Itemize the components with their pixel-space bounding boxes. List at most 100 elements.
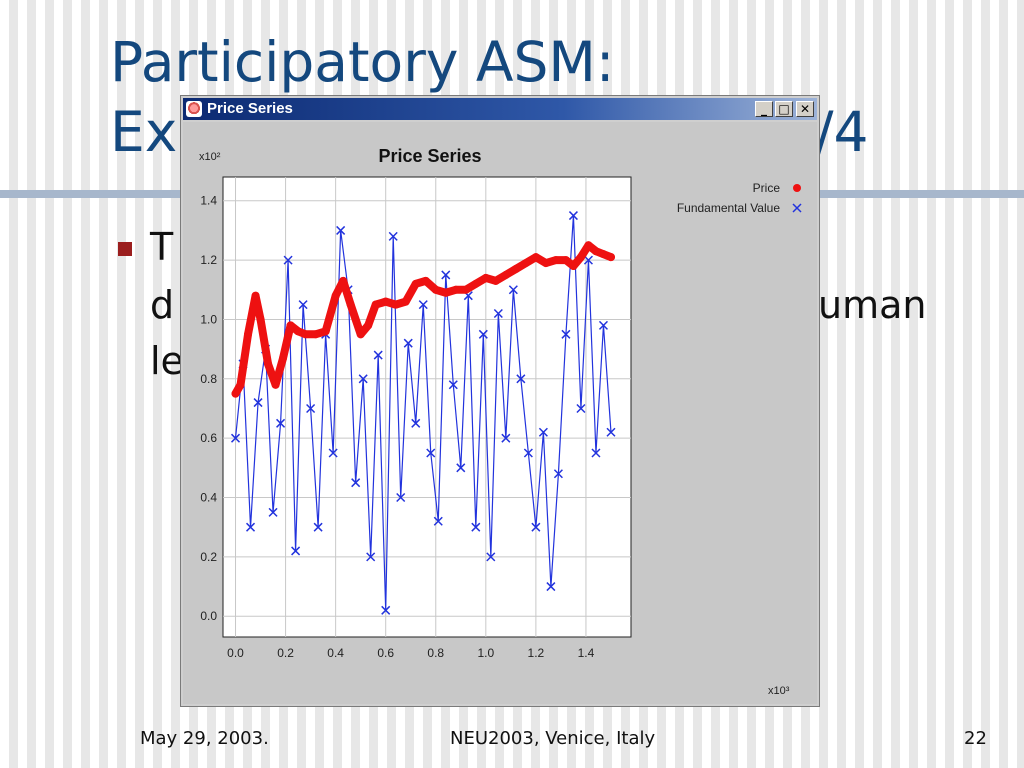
fundamental-value-point xyxy=(561,329,571,339)
fundamental-value-point xyxy=(471,522,481,532)
price-point xyxy=(584,241,593,250)
price-point xyxy=(401,297,410,306)
footer-page-number: 22 xyxy=(964,728,987,749)
maximize-button[interactable]: □ xyxy=(775,101,793,117)
legend-price-marker xyxy=(793,184,801,192)
fundamental-value-point xyxy=(486,552,496,562)
fundamental-value-point xyxy=(523,448,533,458)
fundamental-value-point xyxy=(246,522,256,532)
fundamental-value-point xyxy=(568,211,578,221)
fundamental-value-point xyxy=(456,463,466,473)
fundamental-value-point xyxy=(598,320,608,330)
slide-title-line2: Ex xyxy=(110,100,178,164)
fundamental-value-point xyxy=(351,478,361,488)
price-point xyxy=(531,253,540,262)
price-point xyxy=(231,389,240,398)
fundamental-value-point xyxy=(253,398,263,408)
fundamental-value-point xyxy=(591,448,601,458)
x-tick-label: 0.0 xyxy=(227,646,244,660)
price-point xyxy=(311,330,320,339)
price-point xyxy=(286,321,295,330)
fundamental-value-point xyxy=(403,338,413,348)
footer-event: NEU2003, Venice, Italy xyxy=(450,728,656,749)
chart-panel: Price Series x10² x10³ 0.0 0.2 0.4 0.6 0.8 1.… xyxy=(183,122,817,704)
price-point xyxy=(431,285,440,294)
legend-label: Price xyxy=(753,181,781,195)
price-series-chart: Price Series x10² x10³ 0.0 0.2 0.4 0.6 0.8 1.… xyxy=(199,146,802,697)
window-titlebar[interactable]: Price Series _ □ ✕ xyxy=(183,98,817,120)
price-point xyxy=(599,250,608,259)
price-point xyxy=(236,380,245,389)
price-point xyxy=(371,300,380,309)
fundamental-value-point xyxy=(306,403,316,414)
price-point xyxy=(356,330,365,339)
fundamental-value-point xyxy=(230,433,241,443)
window-title: Price Series xyxy=(207,100,293,117)
price-point xyxy=(569,262,578,271)
fundamental-value-point xyxy=(328,448,338,458)
minimize-button[interactable]: _ xyxy=(755,101,773,117)
fundamental-value-point xyxy=(516,374,526,384)
price-point xyxy=(471,279,480,288)
fundamental-value-point xyxy=(336,225,346,235)
bullet-text-line2: d xyxy=(150,283,175,327)
fundamental-value-point xyxy=(411,418,421,428)
price-point xyxy=(339,276,348,285)
y-tick-label: 1.2 xyxy=(200,253,217,267)
fundamental-value-point xyxy=(268,507,278,517)
price-point xyxy=(294,327,303,336)
fundamental-value-point xyxy=(426,448,436,458)
slide-title-line1: Participatory ASM: xyxy=(110,30,615,94)
y-tick-label: 0.2 xyxy=(200,550,217,564)
price-point xyxy=(591,247,600,256)
price-point xyxy=(441,288,450,297)
y-tick-label: 0.4 xyxy=(200,491,217,505)
fundamental-value-point xyxy=(501,433,511,443)
close-button[interactable]: ✕ xyxy=(796,101,814,117)
price-point xyxy=(491,276,500,285)
fundamental-value-point xyxy=(493,308,503,319)
price-series-window[interactable]: Price Series _ □ ✕ Price Series x10² x10… xyxy=(180,95,820,707)
price-point xyxy=(606,253,615,262)
y-tick-label: 1.0 xyxy=(200,312,217,326)
x-tick-label: 0.8 xyxy=(427,646,444,660)
price-point xyxy=(451,285,460,294)
fundamental-value-point xyxy=(441,270,451,280)
price-point xyxy=(244,330,253,339)
y-exponent-label: x10² xyxy=(199,151,221,163)
x-tick-label: 0.2 xyxy=(277,646,294,660)
price-point xyxy=(541,259,550,268)
fundamental-value-point xyxy=(276,418,286,428)
bullet-text-line2-tail: uman xyxy=(818,283,927,327)
fundamental-value-point xyxy=(313,522,323,532)
y-tick-label: 1.4 xyxy=(200,194,217,208)
price-point xyxy=(251,291,260,300)
fundamental-value-point xyxy=(388,231,398,241)
fundamental-value-point xyxy=(553,469,563,479)
price-point xyxy=(551,256,560,265)
price-point xyxy=(561,256,570,265)
fundamental-value-point xyxy=(606,427,616,437)
fundamental-value-point xyxy=(546,582,556,592)
plot-area xyxy=(222,176,632,638)
price-point xyxy=(321,327,330,336)
x-tick-label: 1.2 xyxy=(528,646,545,660)
price-point xyxy=(421,276,430,285)
price-point xyxy=(521,259,530,268)
x-tick-label: 1.0 xyxy=(477,646,494,660)
price-point xyxy=(346,300,355,309)
price-point xyxy=(279,354,288,363)
bullet-text-line3: le xyxy=(150,339,184,383)
fundamental-value-point xyxy=(381,605,391,615)
fundamental-value-point xyxy=(298,300,308,310)
price-point xyxy=(411,279,420,288)
price-point xyxy=(576,253,585,262)
footer-date: May 29, 2003. xyxy=(140,728,269,749)
x-tick-label: 1.4 xyxy=(578,646,595,660)
fundamental-value-point xyxy=(576,403,586,414)
price-point xyxy=(501,270,510,279)
price-point xyxy=(461,285,470,294)
fundamental-value-point xyxy=(478,329,488,339)
bullet-text-line1: T xyxy=(150,225,174,269)
y-tick-label: 0.6 xyxy=(200,431,217,445)
